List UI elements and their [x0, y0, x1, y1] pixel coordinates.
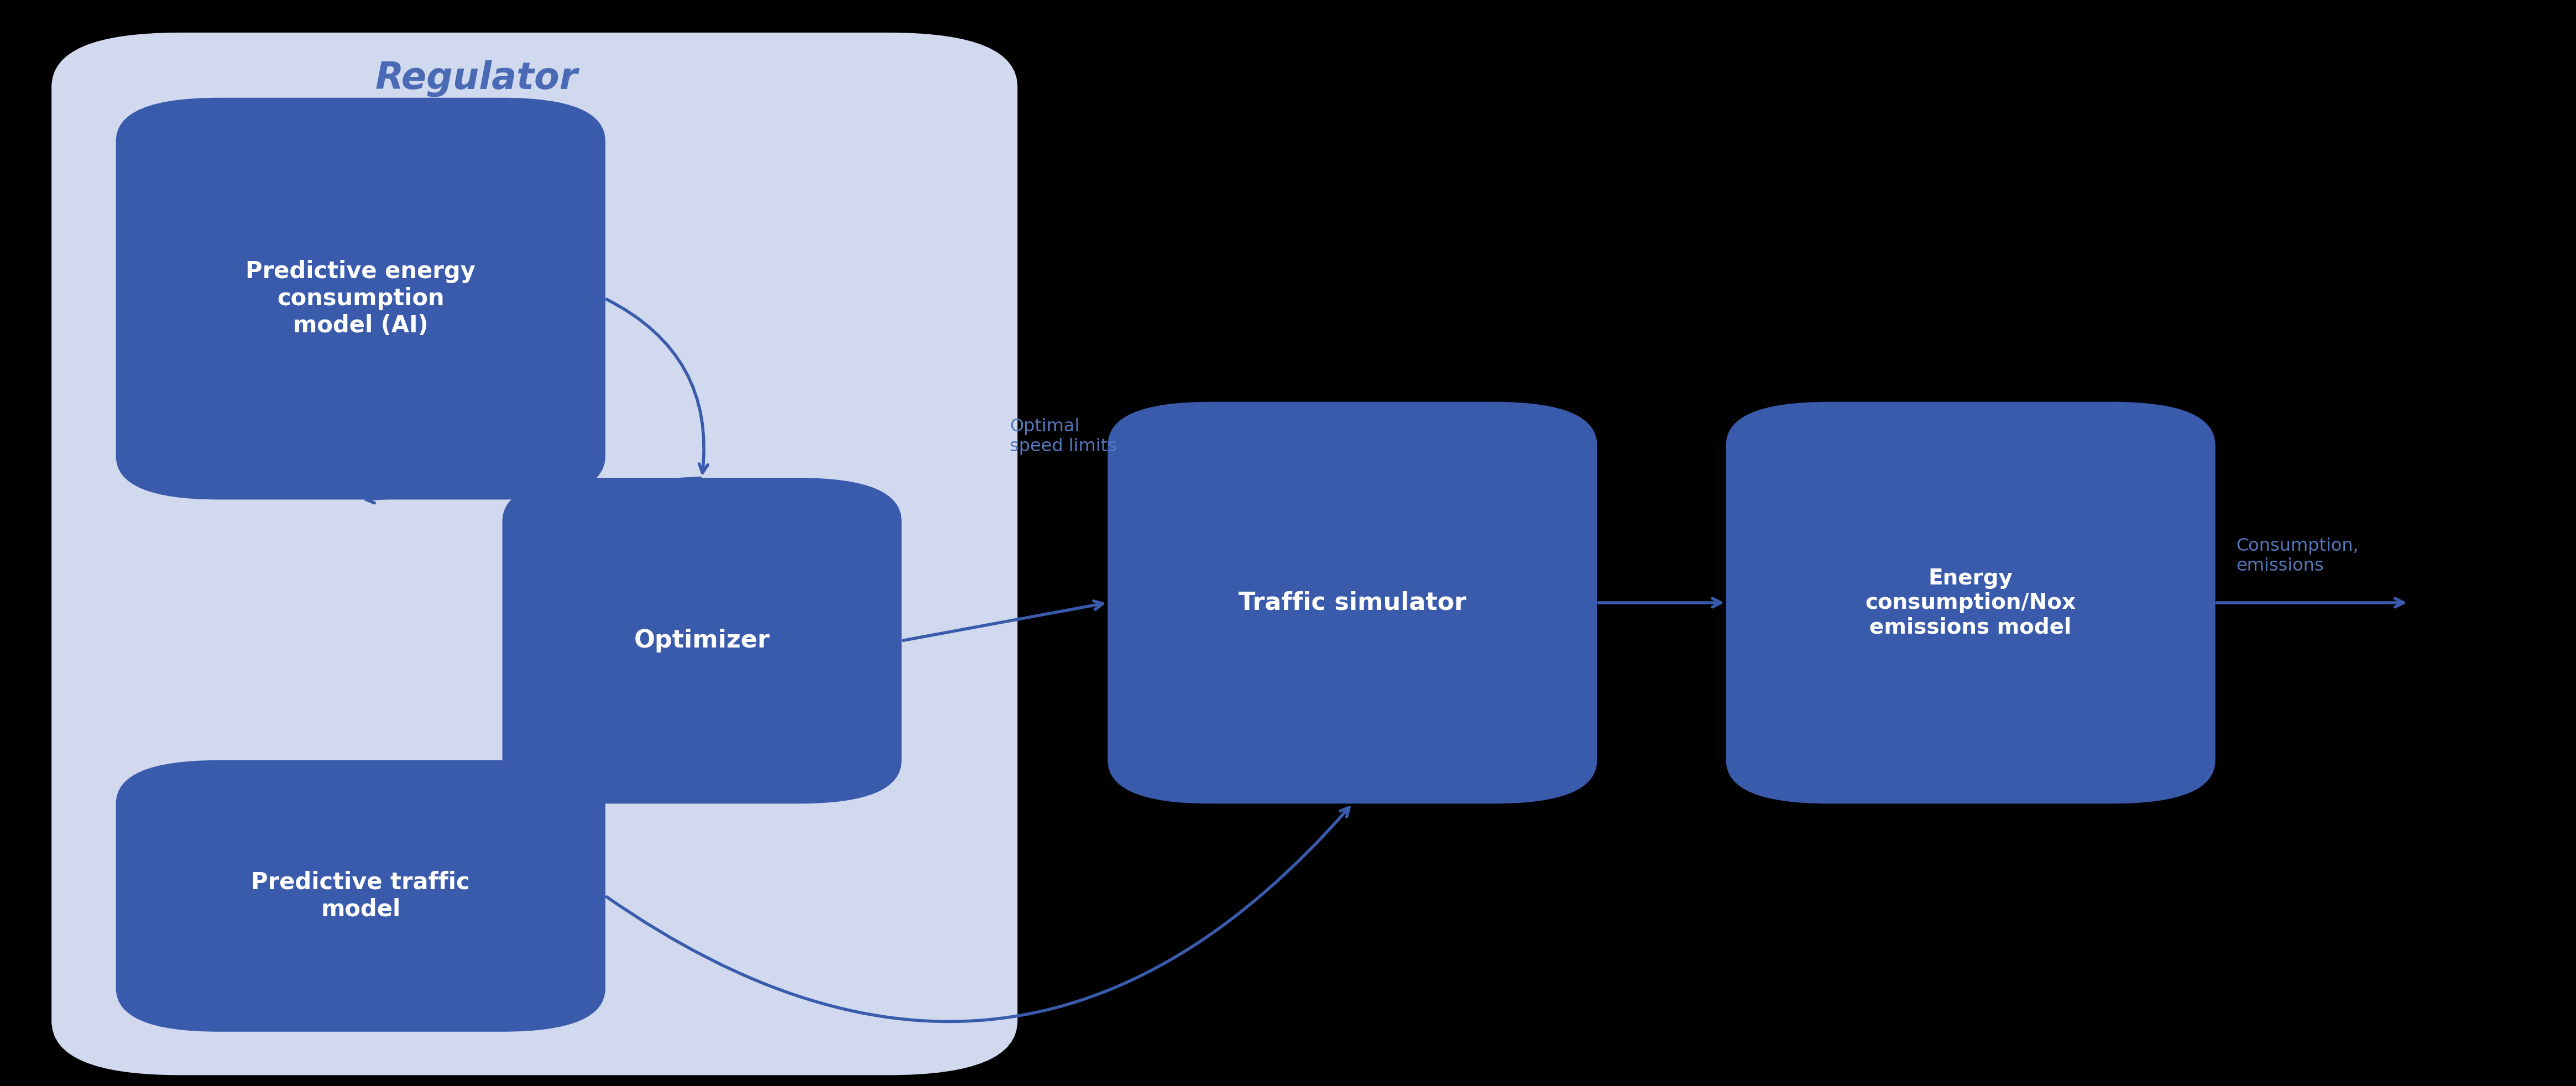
- Text: Energy
consumption/Nox
emissions model: Energy consumption/Nox emissions model: [1865, 568, 2076, 637]
- FancyBboxPatch shape: [116, 98, 605, 500]
- Text: Predictive energy
consumption
model (AI): Predictive energy consumption model (AI): [245, 261, 477, 337]
- Text: Consumption,
emissions: Consumption, emissions: [2236, 538, 2360, 574]
- Text: Optimizer: Optimizer: [634, 629, 770, 653]
- Text: Regulator: Regulator: [376, 60, 577, 97]
- FancyBboxPatch shape: [52, 33, 1018, 1075]
- Text: Traffic simulator: Traffic simulator: [1239, 591, 1466, 615]
- FancyBboxPatch shape: [116, 760, 605, 1032]
- FancyBboxPatch shape: [1726, 402, 2215, 804]
- FancyBboxPatch shape: [1108, 402, 1597, 804]
- Text: Predictive traffic
model: Predictive traffic model: [252, 871, 469, 921]
- Text: Optimal
speed limits: Optimal speed limits: [1010, 418, 1118, 455]
- FancyBboxPatch shape: [502, 478, 902, 804]
